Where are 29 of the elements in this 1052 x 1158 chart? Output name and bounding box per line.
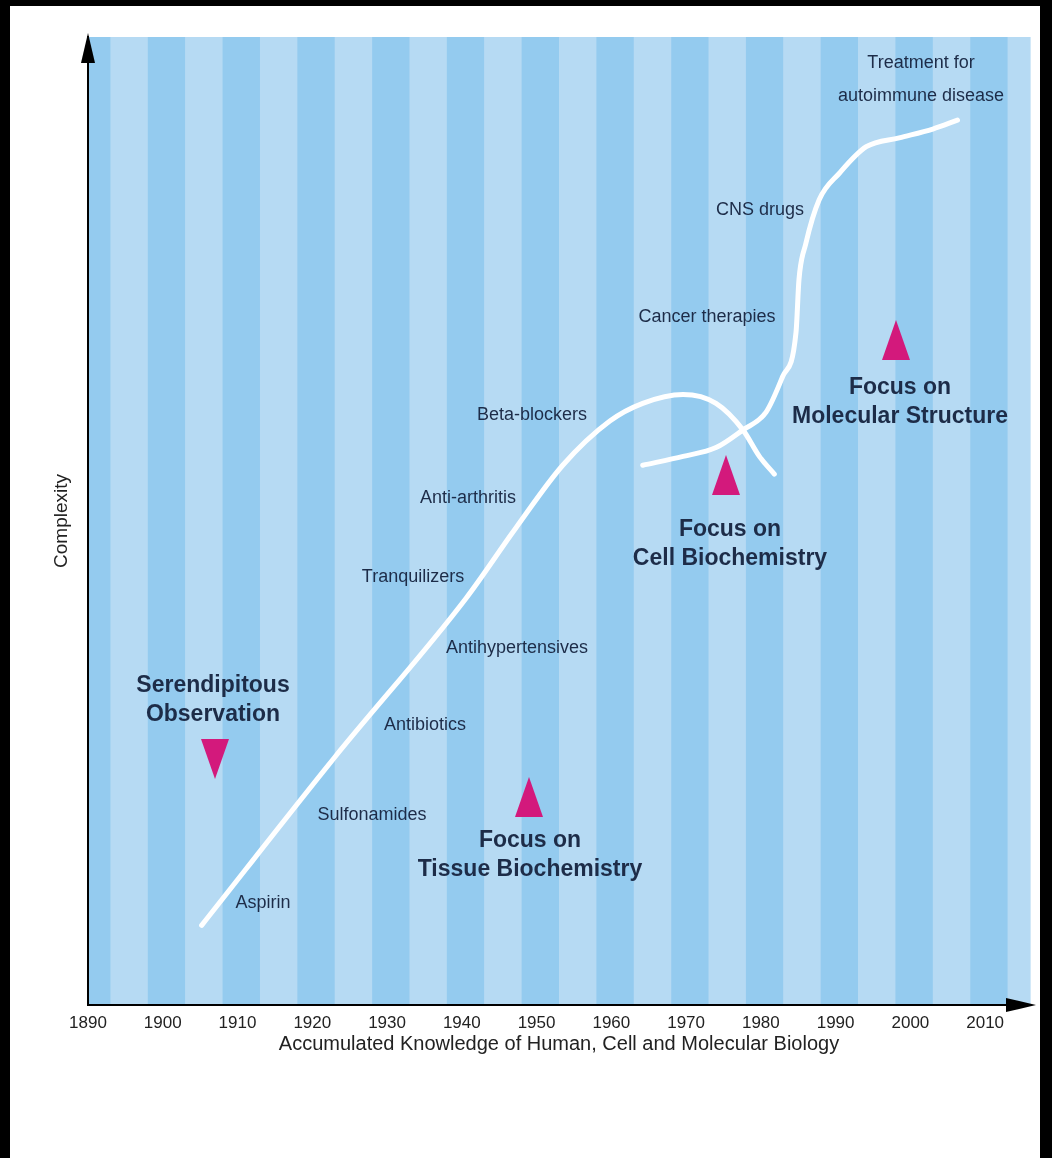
x-tick-label: 2000 [891, 1012, 930, 1032]
x-tick-label: 1930 [368, 1012, 406, 1032]
annotation: Beta-blockers [476, 403, 588, 424]
annotation: Anti-arthritis [419, 486, 517, 507]
x-tick-label: 1980 [741, 1012, 780, 1032]
annotation: Aspirin [235, 891, 291, 912]
x-tick-label: 1910 [218, 1012, 257, 1032]
annotation: Focus on Cell Biochemistry [632, 514, 828, 570]
annotation: Sulfonamides [317, 803, 427, 824]
y-axis-title: Complexity [49, 473, 71, 568]
annotation: Focus on Tissue Biochemistry [417, 825, 643, 881]
x-tick-label: 1900 [143, 1012, 182, 1032]
x-tick-label: 1920 [293, 1012, 332, 1032]
annotation: Cancer therapies [638, 305, 776, 326]
x-tick-label: 2010 [966, 1012, 1005, 1032]
x-tick-label: 1990 [816, 1012, 855, 1032]
x-tick-label: 1970 [667, 1012, 706, 1032]
annotation: Tranquilizers [361, 565, 465, 586]
x-tick-label: 1950 [517, 1012, 556, 1032]
x-tick-label: 1890 [69, 1012, 107, 1032]
x-axis-title: Accumulated Knowledge of Human, Cell and Molecular Biology [278, 1031, 840, 1054]
annotation: Serendipitous Observation [136, 670, 290, 726]
annotation: CNS drugs [715, 198, 805, 219]
annotation: Antibiotics [383, 713, 467, 734]
annotation: Antihypertensives [445, 636, 589, 657]
x-tick-label: 1960 [592, 1012, 631, 1032]
x-tick-label: 1940 [442, 1012, 481, 1032]
text: Treatment for autoimmune disease [837, 52, 1005, 106]
annotation: Focus on Molecular Structure [792, 372, 1008, 428]
